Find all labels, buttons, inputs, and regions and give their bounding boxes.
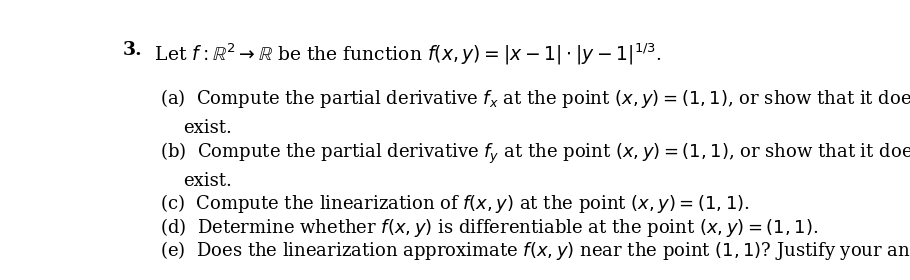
Text: 3.: 3. [123, 41, 143, 59]
Text: (e)  Does the linearization approximate $f(x,y)$ near the point $(1,1)$? Justify: (e) Does the linearization approximate $… [159, 239, 910, 262]
Text: exist.: exist. [183, 172, 232, 190]
Text: exist.: exist. [183, 119, 232, 137]
Text: (d)  Determine whether $f(x,y)$ is differentiable at the point $(x,y) = (1,1)$.: (d) Determine whether $f(x,y)$ is differ… [159, 216, 818, 239]
Text: Let $f : \mathbb{R}^2 \rightarrow \mathbb{R}$ be the function $f(x,y) = |x-1| \c: Let $f : \mathbb{R}^2 \rightarrow \mathb… [143, 41, 662, 67]
Text: (a)  Compute the partial derivative $f_x$ at the point $(x,y) = (1,1)$, or show : (a) Compute the partial derivative $f_x$… [159, 87, 910, 111]
Text: (b)  Compute the partial derivative $f_y$ at the point $(x,y) = (1,1)$, or show : (b) Compute the partial derivative $f_y$… [159, 140, 910, 165]
Text: (c)  Compute the linearization of $f(x,y)$ at the point $(x,y) = (1,1)$.: (c) Compute the linearization of $f(x,y)… [159, 192, 749, 215]
